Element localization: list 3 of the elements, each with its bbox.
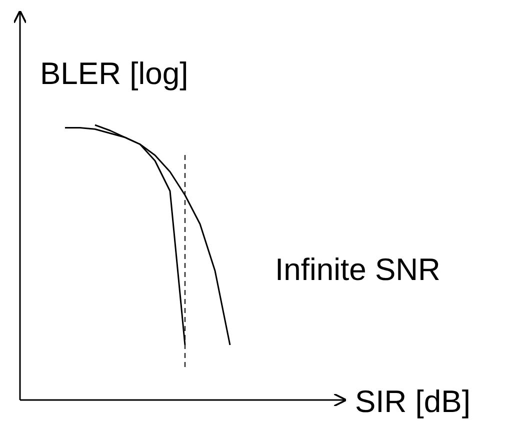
text: Infinite SNR	[275, 252, 440, 287]
y-axis-title: BLER [log]	[40, 56, 188, 91]
x-axis-title: SIR [dB]	[355, 384, 470, 419]
